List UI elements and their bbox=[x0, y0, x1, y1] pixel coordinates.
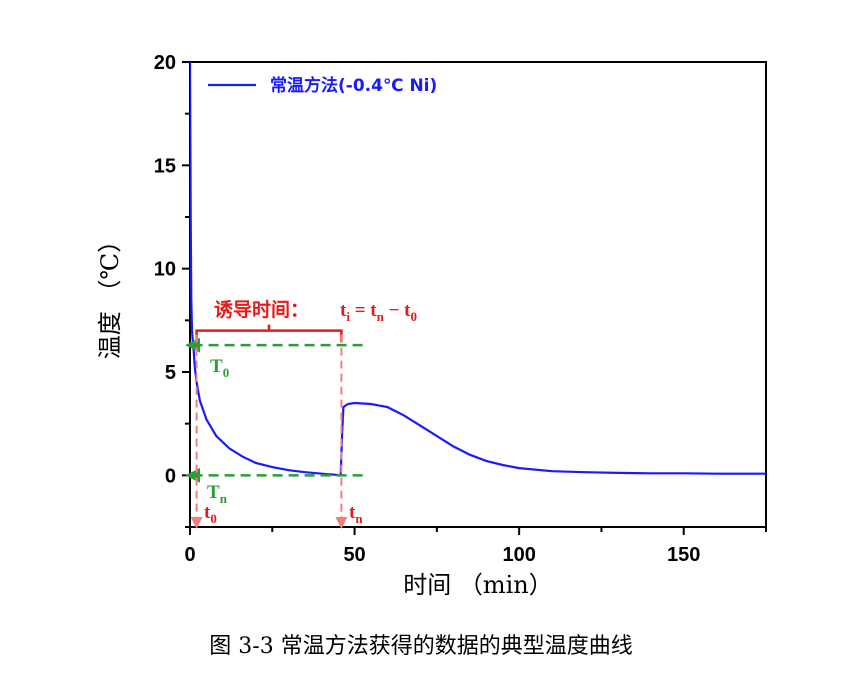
annotations: 诱导时间： ti = tn − t0 T0 Tn t0 tn bbox=[185, 299, 417, 529]
y-axis: 0 5 10 15 20 bbox=[154, 52, 190, 528]
y-axis-title: 温度 （℃） bbox=[96, 229, 124, 359]
T0-label: T0 bbox=[210, 356, 229, 380]
induction-label: 诱导时间： bbox=[214, 299, 309, 321]
legend-label: 常温方法(-0.4℃ Ni) bbox=[270, 75, 437, 96]
Tn-label: Tn bbox=[207, 482, 228, 506]
induction-formula: ti = tn − t0 bbox=[340, 300, 417, 324]
t0-label: t0 bbox=[204, 502, 217, 526]
y-tick-label: 15 bbox=[154, 155, 176, 177]
x-tick-label: 100 bbox=[502, 544, 535, 566]
y-tick-label: 0 bbox=[165, 465, 176, 487]
induction-bracket bbox=[195, 324, 343, 343]
x-axis-title: 时间 （min） bbox=[403, 571, 553, 599]
figure-caption: 图 3-3 常温方法获得的数据的典型温度曲线 bbox=[209, 634, 633, 659]
x-tick-label: 50 bbox=[343, 544, 365, 566]
x-axis: 0 50 100 150 bbox=[184, 527, 767, 566]
tn-label: tn bbox=[349, 502, 363, 526]
plot-frame bbox=[189, 61, 767, 528]
x-tick-label: 0 bbox=[184, 544, 195, 566]
series-line-0 bbox=[190, 62, 766, 477]
x-tick-label: 150 bbox=[667, 544, 700, 566]
chart-svg: 0 50 100 150 0 5 10 15 20 时间 （min） 温度 （℃） 常温方法(… bbox=[96, 52, 767, 599]
y-tick-label: 20 bbox=[154, 52, 176, 74]
y-tick-label: 10 bbox=[154, 259, 176, 281]
y-tick-label: 5 bbox=[165, 362, 176, 384]
